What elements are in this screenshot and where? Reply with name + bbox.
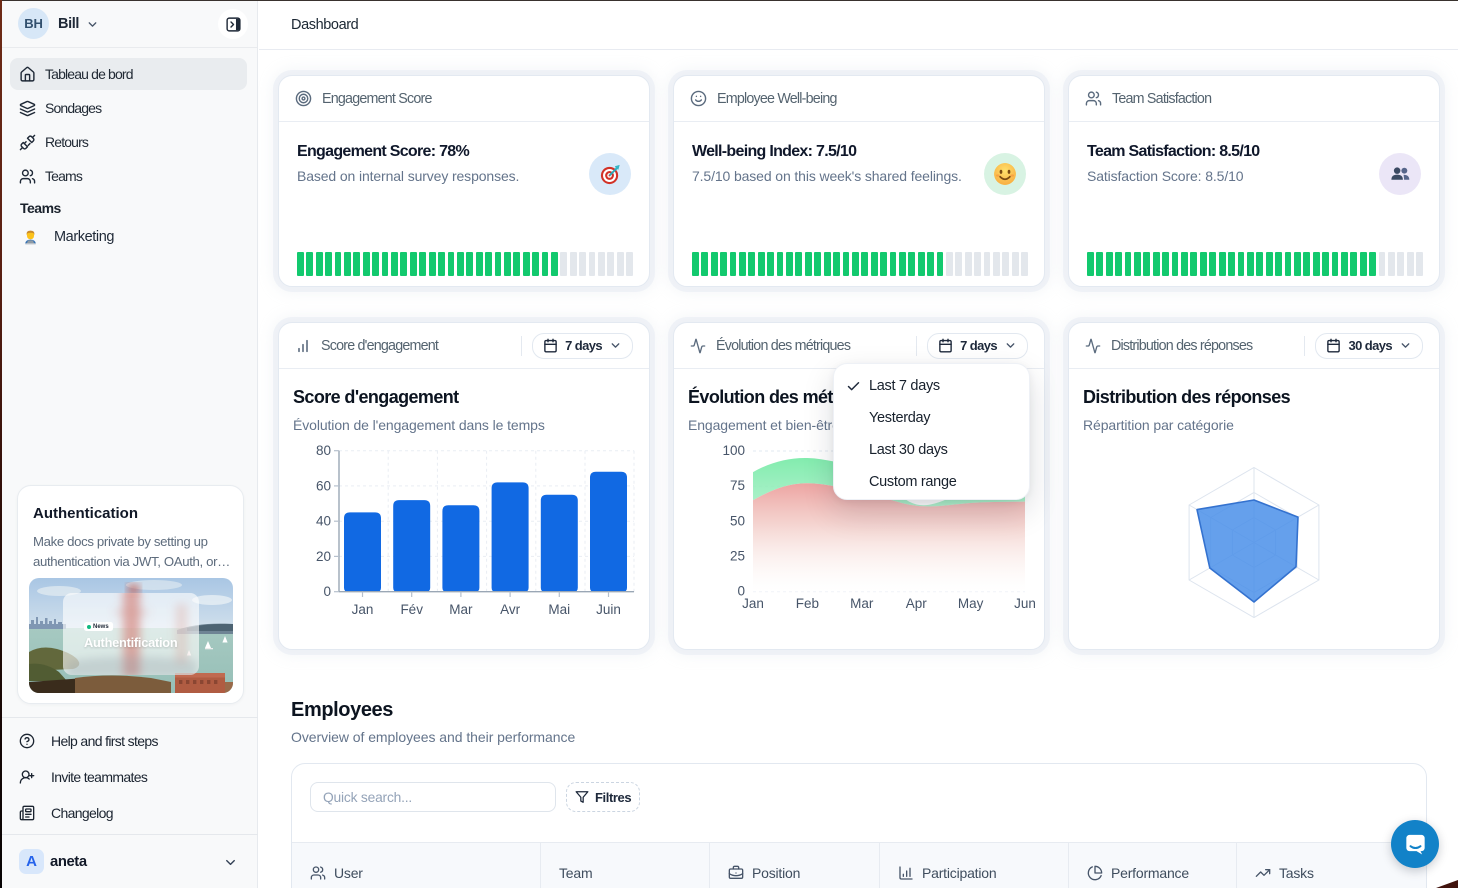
svg-text:75: 75 <box>730 478 745 493</box>
svg-text:Mai: Mai <box>548 602 570 617</box>
svg-text:Mar: Mar <box>850 596 874 611</box>
svg-text:80: 80 <box>316 443 331 458</box>
svg-text:0: 0 <box>737 584 745 599</box>
svg-text:0: 0 <box>323 584 331 599</box>
svg-text:60: 60 <box>316 478 331 493</box>
svg-text:Jun: Jun <box>1014 596 1036 611</box>
svg-text:Apr: Apr <box>906 596 928 611</box>
svg-text:Mar: Mar <box>449 602 473 617</box>
svg-text:May: May <box>958 596 984 611</box>
svg-text:40: 40 <box>316 514 331 529</box>
svg-text:20: 20 <box>316 549 331 564</box>
svg-text:Feb: Feb <box>796 596 819 611</box>
svg-text:25: 25 <box>730 549 745 564</box>
svg-text:100: 100 <box>722 443 745 458</box>
svg-text:Jan: Jan <box>352 602 374 617</box>
svg-text:Jan: Jan <box>742 596 764 611</box>
svg-text:50: 50 <box>730 513 745 528</box>
svg-text:Fév: Fév <box>400 602 423 617</box>
svg-text:Juin: Juin <box>596 602 621 617</box>
svg-text:Avr: Avr <box>500 602 521 617</box>
